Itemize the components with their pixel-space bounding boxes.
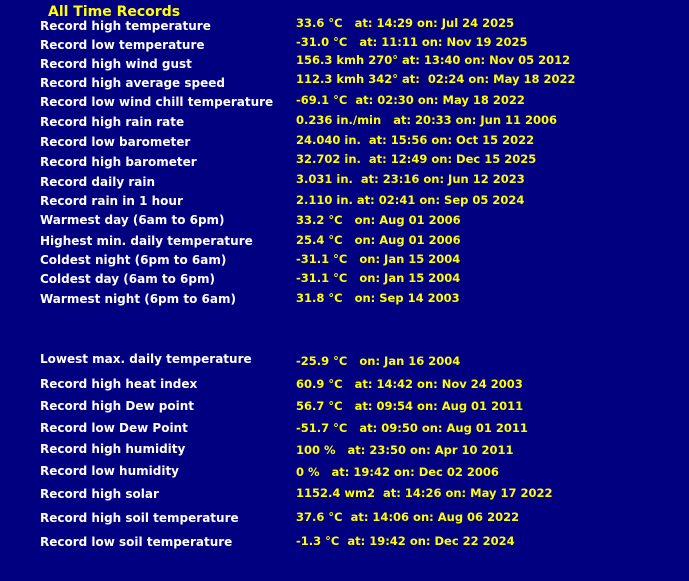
record-label: Record low soil temperature (40, 535, 233, 549)
record-label: Record low barometer (40, 135, 191, 149)
record-value: -31.1 °C on: Jan 15 2004 (296, 252, 461, 266)
record-value: 31.8 °C on: Sep 14 2003 (296, 291, 460, 305)
record-value: 32.702 in. at: 12:49 on: Dec 15 2025 (296, 152, 537, 166)
record-label: Record low humidity (40, 464, 180, 478)
record-value: -51.7 °C at: 09:50 on: Aug 01 2011 (296, 421, 528, 435)
record-label: Record daily rain (40, 175, 156, 189)
record-label: Record high temperature (40, 19, 211, 33)
record-label: Record low temperature (40, 38, 205, 52)
record-label: Coldest night (6pm to 6am) (40, 253, 227, 267)
record-value: 100 % at: 23:50 on: Apr 10 2011 (296, 443, 514, 457)
record-label: Lowest max. daily temperature (40, 352, 252, 366)
record-value: 24.040 in. at: 15:56 on: Oct 15 2022 (296, 133, 535, 147)
record-value: 3.031 in. at: 23:16 on: Jun 12 2023 (296, 172, 525, 186)
record-value: 37.6 °C at: 14:06 on: Aug 06 2022 (296, 510, 520, 524)
record-label: Record high barometer (40, 155, 197, 169)
record-label: Record high humidity (40, 442, 186, 456)
record-value: 33.2 °C on: Aug 01 2006 (296, 213, 461, 227)
record-label: Record rain in 1 hour (40, 194, 183, 208)
record-value: 112.3 kmh 342° at: 02:24 on: May 18 2022 (296, 72, 576, 86)
record-value: -1.3 °C at: 19:42 on: Dec 22 2024 (296, 534, 515, 548)
record-label: Record high heat index (40, 377, 198, 391)
record-value: 33.6 °C at: 14:29 on: Jul 24 2025 (296, 16, 515, 30)
record-label: Record high Dew point (40, 399, 194, 413)
record-label: Record low wind chill temperature (40, 95, 274, 109)
page-title: All Time Records (48, 4, 181, 20)
record-value: -25.9 °C on: Jan 16 2004 (296, 354, 461, 368)
record-value: -31.0 °C at: 11:11 on: Nov 19 2025 (296, 35, 528, 49)
record-value: 156.3 kmh 270° at: 13:40 on: Nov 05 2012 (296, 53, 571, 67)
record-label: Warmest day (6am to 6pm) (40, 213, 225, 227)
record-label: Record high solar (40, 487, 159, 501)
record-label: Highest min. daily temperature (40, 234, 253, 248)
record-value: -31.1 °C on: Jan 15 2004 (296, 271, 461, 285)
record-label: Warmest night (6pm to 6am) (40, 292, 236, 306)
record-label: Record high wind gust (40, 57, 192, 71)
record-label: Record high soil temperature (40, 511, 239, 525)
record-label: Record high average speed (40, 76, 225, 90)
record-value: 2.110 in. at: 02:41 on: Sep 05 2024 (296, 193, 525, 207)
record-label: Coldest day (6am to 6pm) (40, 272, 215, 286)
record-label: Record high rain rate (40, 115, 185, 129)
record-value: 1152.4 wm2 at: 14:26 on: May 17 2022 (296, 486, 553, 500)
record-value: 60.9 °C at: 14:42 on: Nov 24 2003 (296, 377, 523, 391)
record-value: 0 % at: 19:42 on: Dec 02 2006 (296, 465, 499, 479)
record-label: Record low Dew Point (40, 421, 188, 435)
record-value: 25.4 °C on: Aug 01 2006 (296, 233, 461, 247)
record-value: 0.236 in./min at: 20:33 on: Jun 11 2006 (296, 113, 558, 127)
record-value: -69.1 °C at: 02:30 on: May 18 2022 (296, 93, 525, 107)
record-value: 56.7 °C at: 09:54 on: Aug 01 2011 (296, 399, 524, 413)
